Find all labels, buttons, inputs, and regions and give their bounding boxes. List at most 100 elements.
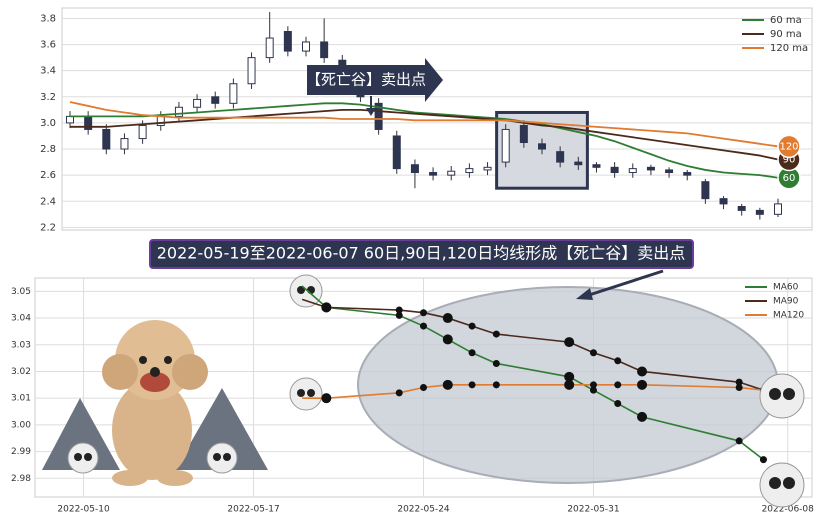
skull bbox=[289, 377, 323, 411]
skull bbox=[759, 373, 805, 419]
point bbox=[442, 379, 453, 390]
annotation-arrow bbox=[307, 58, 443, 102]
skull bbox=[289, 274, 323, 308]
x-tick-label: 2022-05-31 bbox=[567, 505, 619, 515]
point bbox=[564, 379, 575, 390]
point bbox=[564, 371, 575, 382]
point bbox=[492, 381, 500, 389]
x-tick-label: 2022-05-17 bbox=[227, 505, 279, 515]
candle-body bbox=[229, 83, 238, 104]
candle-body bbox=[483, 166, 492, 171]
y-tick-label: 2.6 bbox=[40, 170, 56, 181]
y-tick-label: 3.4 bbox=[40, 66, 56, 77]
ma-line bbox=[70, 102, 779, 179]
point bbox=[468, 322, 476, 330]
candle-body bbox=[392, 135, 401, 170]
arrow-head bbox=[576, 288, 593, 300]
ma-line bbox=[70, 108, 779, 161]
point bbox=[442, 334, 453, 345]
point bbox=[735, 378, 743, 386]
mountain bbox=[42, 398, 120, 470]
point bbox=[589, 386, 597, 394]
x-tick-label: 2022-05-24 bbox=[397, 505, 450, 515]
skull bbox=[759, 462, 805, 508]
candle-body bbox=[755, 209, 764, 215]
end-label: 120 bbox=[779, 141, 798, 152]
candle-body bbox=[610, 166, 619, 174]
mountain bbox=[175, 388, 268, 470]
y-tick-label: 2.99 bbox=[11, 447, 31, 457]
point bbox=[614, 381, 622, 389]
candle-body bbox=[538, 143, 546, 150]
point bbox=[759, 456, 767, 464]
point bbox=[321, 393, 332, 404]
candle-body bbox=[501, 128, 510, 163]
point bbox=[564, 337, 575, 348]
y-tick-label: 3.8 bbox=[40, 13, 56, 24]
y-tick-label: 2.2 bbox=[40, 222, 56, 233]
y-tick-label: 2.4 bbox=[40, 196, 56, 207]
legend-label: 120 ma bbox=[770, 43, 808, 54]
candle-body bbox=[574, 161, 583, 166]
pointer-arrow bbox=[585, 269, 664, 298]
y-tick-label: 3.0 bbox=[40, 118, 56, 129]
y-tick-label: 3.03 bbox=[11, 340, 31, 350]
y-tick-label: 2.98 bbox=[11, 474, 31, 484]
point bbox=[442, 313, 453, 324]
point bbox=[492, 330, 500, 338]
y-tick-label: 3.2 bbox=[40, 92, 56, 103]
y-tick-label: 3.04 bbox=[11, 314, 31, 324]
candle-body bbox=[737, 205, 746, 211]
poodle bbox=[102, 320, 208, 486]
point bbox=[395, 311, 403, 319]
end-skulls bbox=[759, 373, 805, 508]
y-tick-label: 2.8 bbox=[40, 144, 56, 155]
point bbox=[614, 400, 622, 408]
candle-body bbox=[429, 172, 438, 176]
point bbox=[420, 309, 427, 317]
legend-label: 60 ma bbox=[770, 15, 802, 26]
point bbox=[420, 322, 427, 330]
legend-label: MA120 bbox=[773, 311, 804, 321]
candle-body bbox=[683, 172, 692, 176]
legend-label: 90 ma bbox=[770, 29, 802, 40]
y-tick-label: 3.00 bbox=[11, 420, 31, 430]
candle-body bbox=[265, 37, 274, 59]
point bbox=[321, 302, 332, 313]
point bbox=[468, 349, 476, 357]
candle-body bbox=[447, 170, 456, 176]
point bbox=[735, 437, 743, 445]
candle-body bbox=[302, 41, 310, 52]
candle-body bbox=[320, 41, 329, 59]
candle-body bbox=[138, 125, 147, 140]
point bbox=[468, 381, 476, 389]
point bbox=[589, 381, 597, 389]
candle-body bbox=[120, 138, 129, 150]
candle-body bbox=[156, 115, 165, 127]
candle-body bbox=[102, 128, 111, 150]
end-marker bbox=[777, 134, 801, 159]
y-tick-label: 3.01 bbox=[11, 394, 31, 404]
annotation-text: 【死亡谷】卖出点 bbox=[306, 71, 426, 89]
point bbox=[637, 411, 648, 422]
point bbox=[395, 389, 403, 397]
y-tick-label: 3.6 bbox=[40, 40, 56, 51]
x-tick-label: 2022-05-10 bbox=[57, 505, 110, 515]
candle-body bbox=[592, 164, 601, 168]
y-tick-label: 3.05 bbox=[11, 287, 31, 297]
end-label: 90 bbox=[783, 154, 796, 165]
end-label: 60 bbox=[783, 173, 796, 184]
candle-body bbox=[556, 151, 565, 163]
candle-body bbox=[66, 115, 74, 124]
point bbox=[395, 306, 403, 314]
candle-body bbox=[719, 198, 728, 205]
point bbox=[492, 359, 500, 367]
ma-line bbox=[69, 101, 779, 148]
skull bbox=[67, 442, 99, 474]
candle-body bbox=[247, 57, 256, 85]
legend-label: MA90 bbox=[773, 297, 799, 307]
point bbox=[589, 349, 597, 357]
bottom-layer: 2.98 2.99 3.00 3.01 3.02 3.03 3.04 3.05 2022-05-… bbox=[11, 283, 814, 515]
candle-body bbox=[374, 102, 383, 130]
